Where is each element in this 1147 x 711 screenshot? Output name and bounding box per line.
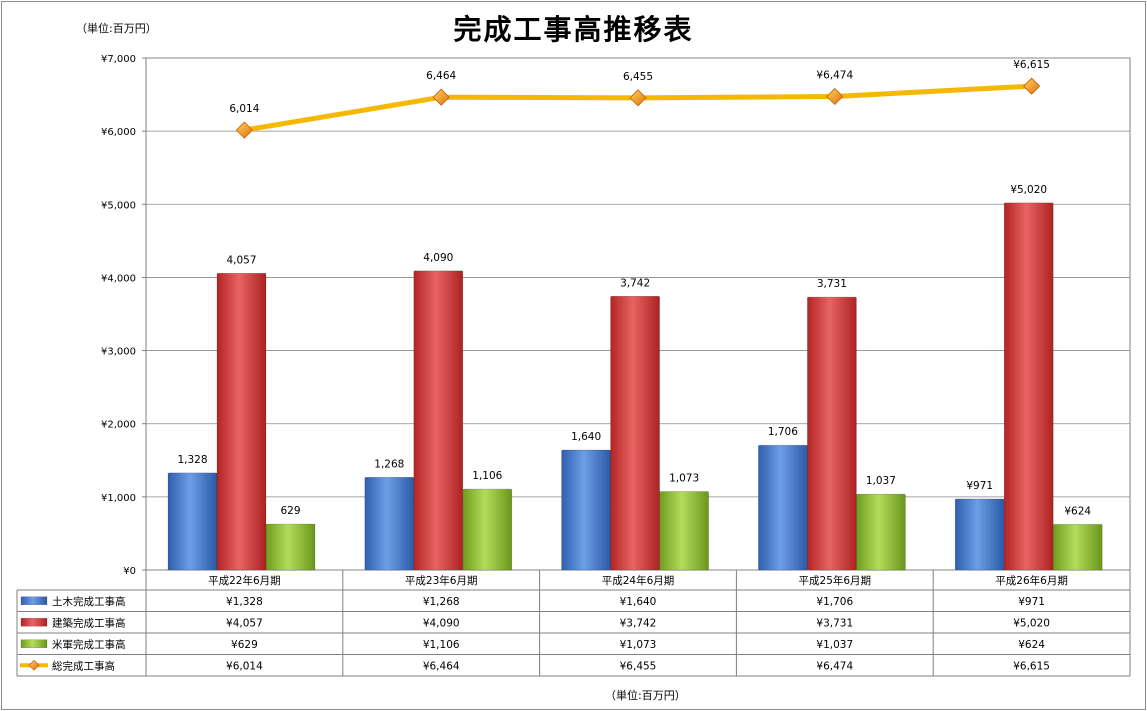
x-category-label: 平成23年6月期 [405,574,478,587]
total-marker-diamond [432,88,450,106]
table-cell: ¥3,742 [620,617,657,629]
bar-米軍完成工事高 [659,491,709,571]
x-category-label: 平成22年6月期 [208,574,281,587]
data-label: ¥971 [966,480,993,492]
data-label: ¥5,020 [1010,184,1047,196]
total-marker-diamond [826,87,844,106]
data-label: ¥624 [1064,505,1091,517]
table-cell: ¥1,706 [816,596,853,608]
legend-label: 米軍完成工事高 [52,638,126,651]
bar-米軍完成工事高 [856,493,906,571]
x-category-label: 平成26年6月期 [995,574,1068,587]
table-cell: ¥1,073 [620,639,657,651]
data-label: 1,268 [374,458,404,470]
y-tick-label: ¥3,000 [101,347,136,358]
y-tick-label: ¥5,000 [101,200,136,211]
legend-label: 建築完成工事高 [52,616,126,629]
data-label: 1,328 [177,454,207,466]
table-cell: ¥4,090 [423,617,460,629]
data-label: 629 [280,505,300,517]
table-cell: ¥5,020 [1013,617,1050,629]
data-label: 1,037 [866,475,896,487]
bar-建築完成工事高 [216,272,267,571]
y-tick-label: ¥0 [123,566,136,577]
data-label: 3,742 [620,277,650,289]
data-label: 4,057 [226,254,256,266]
bar-米軍完成工事高 [1052,524,1103,571]
y-tick-label: ¥6,000 [101,127,136,138]
table-cell: ¥629 [231,639,258,651]
data-label: ¥6,474 [816,69,853,81]
bar-建築完成工事高 [413,270,464,571]
table-cell: ¥6,474 [816,660,853,672]
legend-label: 総完成工事高 [52,659,115,672]
bar-土木完成工事高 [954,498,1005,571]
table-cell: ¥1,037 [816,639,853,651]
y-tick-label: ¥4,000 [101,273,136,284]
table-cell: ¥1,640 [620,596,657,608]
table-cell: ¥1,268 [423,596,460,608]
total-marker-diamond [1023,77,1041,95]
unit-label-bottom: （単位:百万円） [605,689,686,702]
bar-米軍完成工事高 [265,523,316,571]
data-label: 1,106 [472,470,502,482]
bar-土木完成工事高 [758,444,808,571]
data-label: 6,455 [623,71,653,83]
legend-label: 土木完成工事高 [52,595,126,608]
bar-土木完成工事高 [364,476,415,571]
total-marker-diamond [235,121,253,139]
data-label: 1,706 [768,426,798,438]
legend-key-建築完成工事高 [20,618,48,627]
table-cell: ¥1,106 [423,639,460,651]
y-tick-label: ¥7,000 [101,54,136,65]
table-cell: ¥6,615 [1013,660,1050,672]
data-label: ¥6,615 [1013,59,1050,71]
bar-米軍完成工事高 [462,488,513,571]
table-cell: ¥6,455 [620,660,657,672]
data-label: 1,073 [669,473,699,485]
legend-key-土木完成工事高 [20,596,48,605]
x-category-label: 平成25年6月期 [799,574,872,587]
x-category-label: 平成24年6月期 [602,574,675,587]
data-label: 1,640 [571,431,601,443]
unit-label-top: （単位:百万円） [76,22,157,35]
table-cell: ¥624 [1018,639,1045,651]
data-label: 3,731 [817,278,847,290]
y-tick-label: ¥2,000 [101,420,136,431]
table-cell: ¥971 [1018,596,1045,608]
bar-建築完成工事高 [610,295,660,571]
bar-建築完成工事高 [807,296,857,571]
chart-title: 完成工事高推移表 [453,13,694,46]
table-cell: ¥6,014 [226,660,263,672]
table-cell: ¥6,464 [423,660,460,672]
table-cell: ¥3,731 [816,617,853,629]
data-label: 6,014 [229,103,259,115]
y-tick-label: ¥1,000 [101,493,136,504]
table-cell: ¥4,057 [226,617,263,629]
legend-key-diamond [28,659,40,671]
data-label: 6,464 [426,70,456,82]
total-marker-diamond [629,89,647,107]
data-label: 4,090 [423,252,453,264]
table-cell: ¥1,328 [226,596,263,608]
bar-土木完成工事高 [561,449,611,571]
bar-建築完成工事高 [1003,202,1054,571]
legend-key-米軍完成工事高 [20,639,48,648]
bar-土木完成工事高 [167,472,218,571]
